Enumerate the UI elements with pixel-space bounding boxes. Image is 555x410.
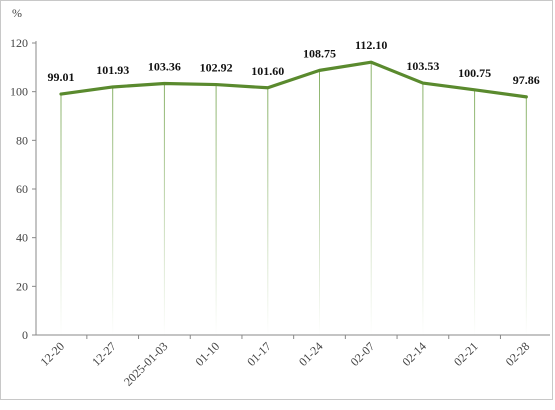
- x-tick-label: 02-28: [503, 339, 533, 369]
- x-tick-label: 02-07: [348, 339, 378, 369]
- drop-line: [370, 62, 372, 336]
- x-tick-label: 2025-01-03: [121, 339, 170, 388]
- x-tick-label: 01-10: [193, 339, 223, 369]
- x-tick-label: 12-27: [89, 339, 119, 369]
- drop-line: [60, 94, 62, 335]
- chart-frame: [0, 0, 553, 400]
- y-tick-label: 100: [10, 85, 28, 99]
- x-tick-label: 02-14: [399, 339, 429, 369]
- y-axis-unit: %: [12, 6, 22, 20]
- data-label: 108.75: [303, 46, 336, 60]
- drop-line: [525, 96, 527, 336]
- x-tick-label: 01-24: [296, 339, 326, 369]
- x-tick-label: 01-17: [244, 339, 274, 369]
- drop-line: [163, 83, 165, 336]
- drop-line: [474, 89, 476, 335]
- y-tick-label: 120: [10, 36, 28, 50]
- x-tick-label: 02-21: [451, 339, 481, 369]
- drop-lines: [60, 62, 527, 336]
- y-tick-label: 60: [16, 182, 28, 196]
- data-label: 102.92: [200, 61, 233, 75]
- data-label: 112.10: [355, 38, 387, 52]
- drop-line: [112, 86, 114, 335]
- series-line: [59, 60, 528, 99]
- drop-line: [319, 70, 320, 335]
- data-label: 101.93: [96, 63, 129, 77]
- data-label: 100.75: [458, 66, 491, 80]
- series: [59, 60, 528, 99]
- drop-line: [215, 84, 217, 335]
- drop-line: [267, 87, 269, 335]
- data-label: 103.36: [148, 59, 181, 73]
- data-label: 99.01: [48, 70, 75, 84]
- y-tick-label: 20: [16, 279, 28, 293]
- data-labels: 99.01 101.93 103.36 102.92 101.60 108.75 112.1…: [48, 38, 540, 87]
- data-label: 101.60: [251, 64, 284, 78]
- y-tick-label: 0: [22, 328, 28, 342]
- data-label: 103.53: [406, 59, 439, 73]
- y-tick-label: 40: [16, 231, 28, 245]
- data-label: 97.86: [513, 73, 540, 87]
- y-tick-label: 80: [16, 133, 28, 147]
- x-tick-label: 12-20: [37, 339, 67, 369]
- drop-line: [422, 83, 424, 336]
